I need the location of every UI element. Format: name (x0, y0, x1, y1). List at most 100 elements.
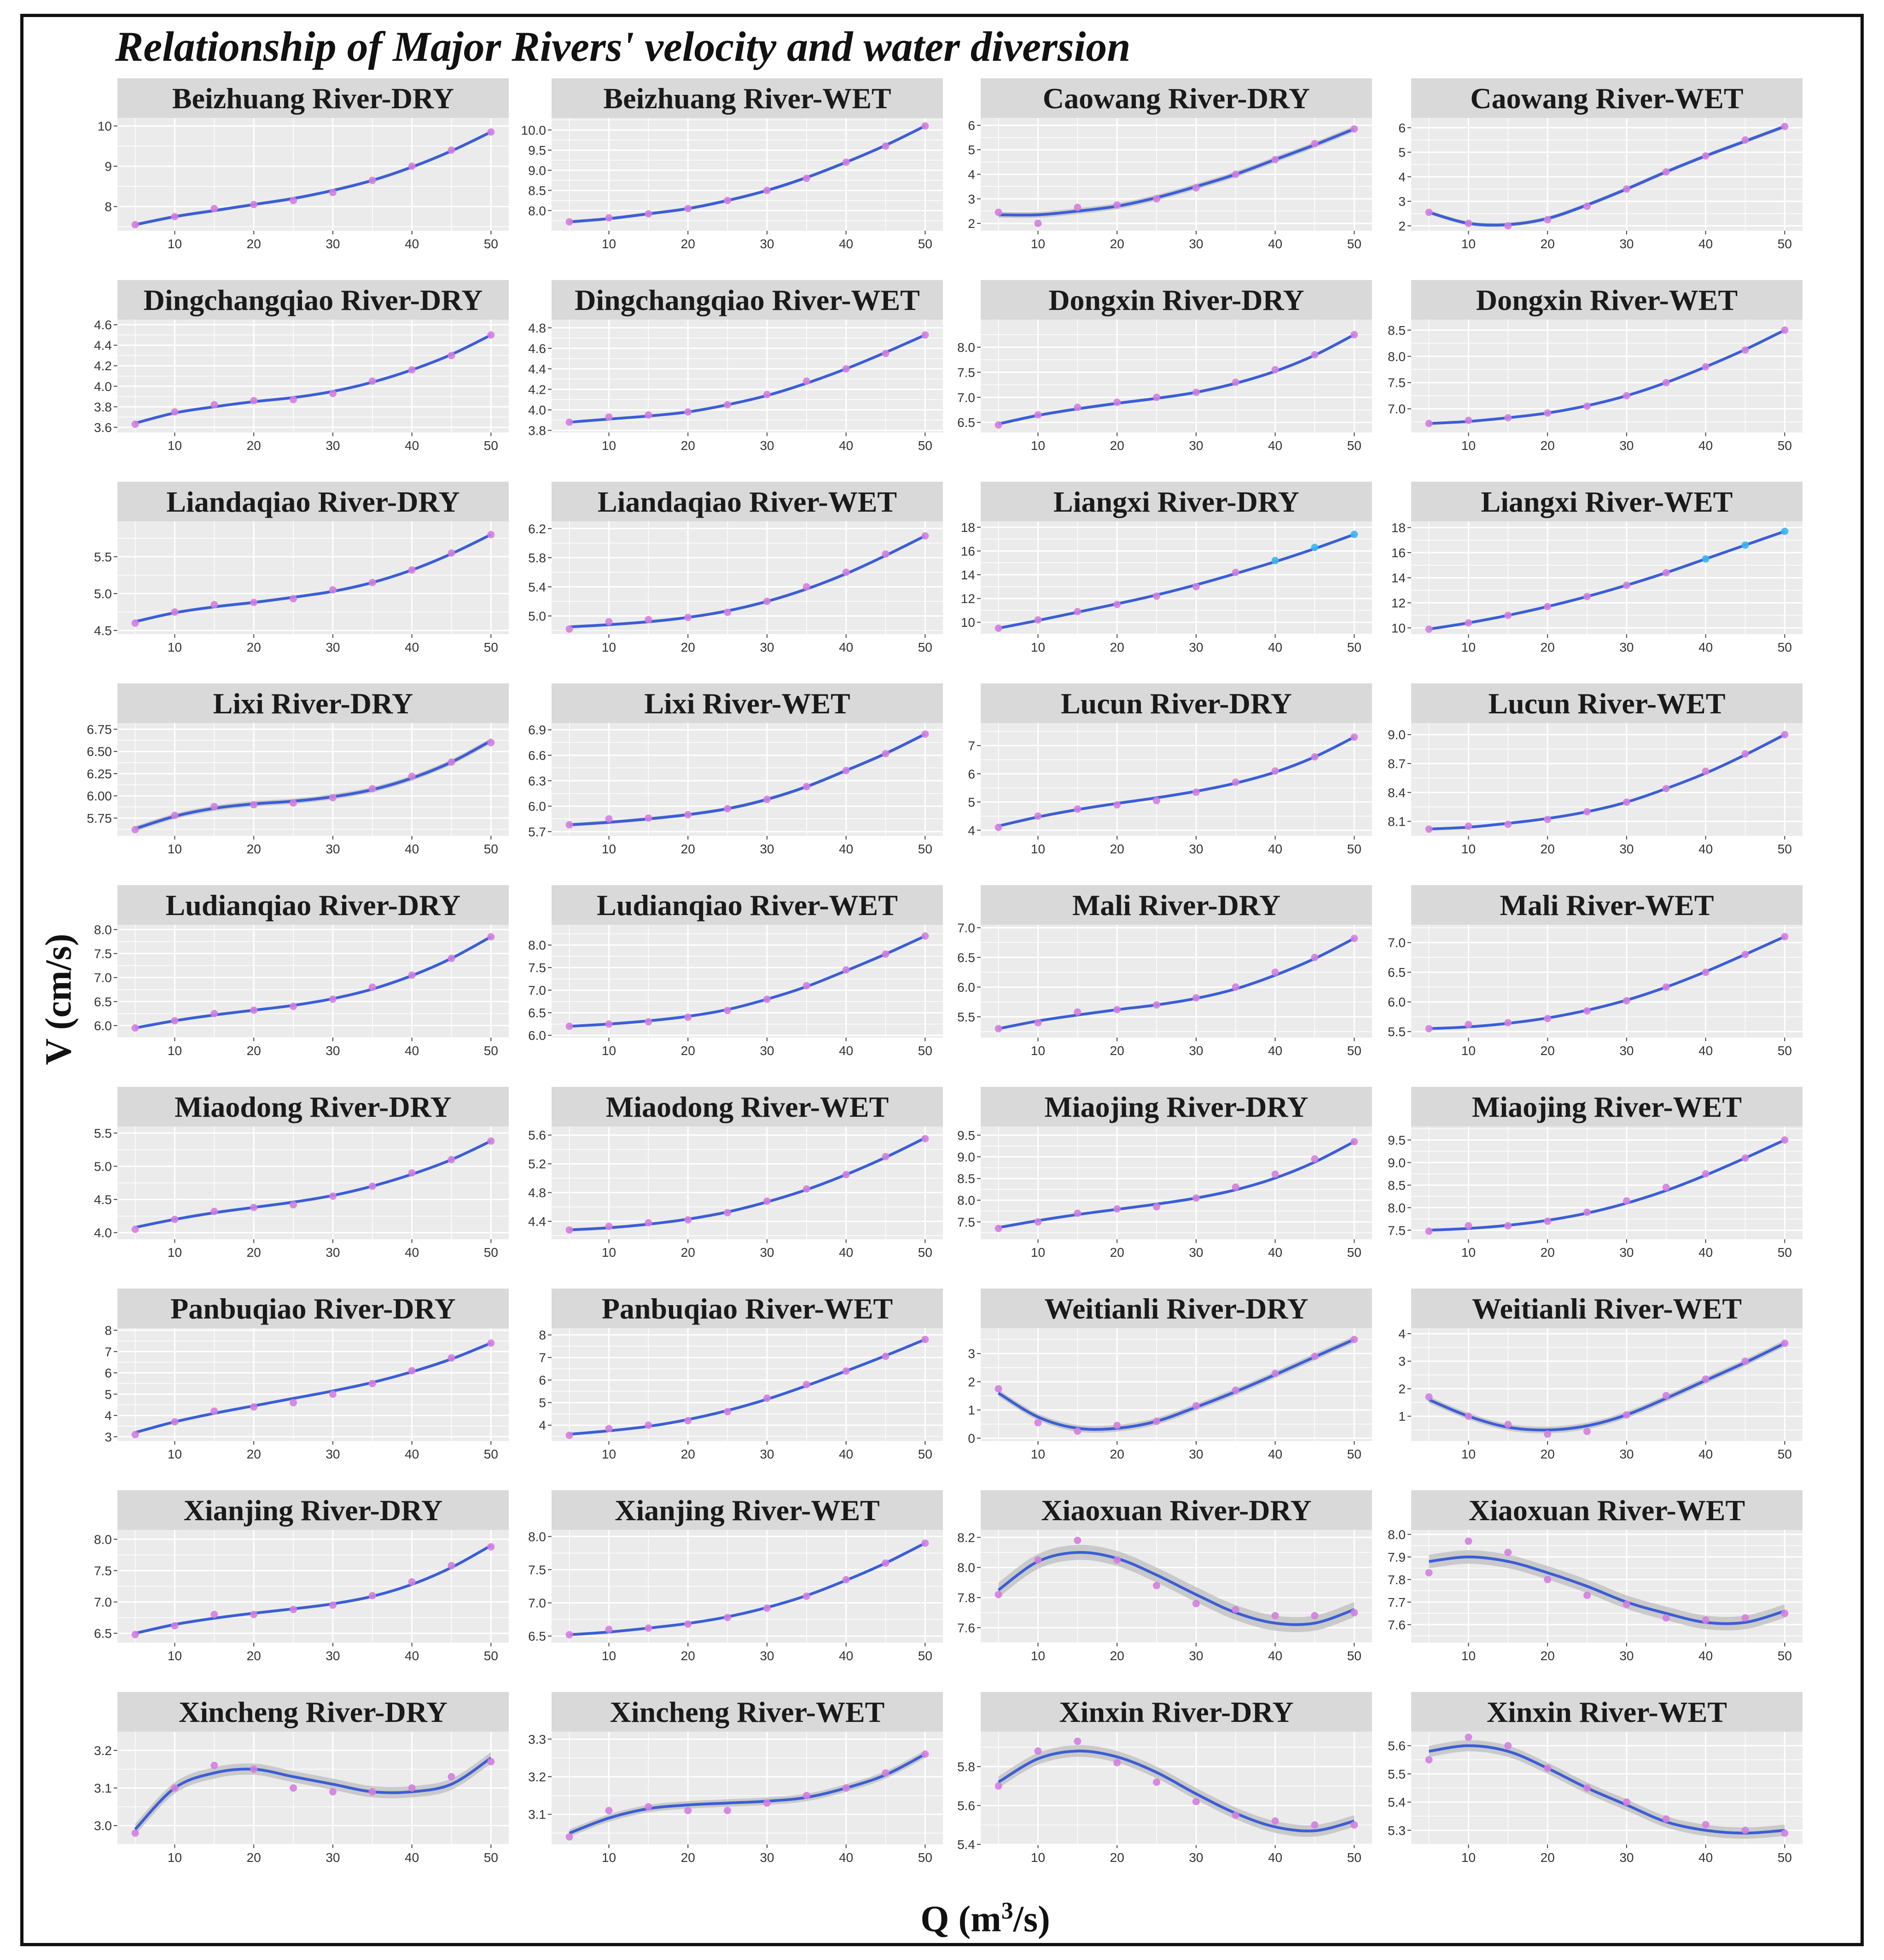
y-tick-label: 8.0 (957, 340, 975, 355)
data-point (210, 601, 218, 608)
data-point (171, 811, 179, 819)
panel-strip (1411, 78, 1803, 118)
data-point (1702, 1616, 1710, 1624)
data-point (1425, 825, 1433, 833)
y-tick-label: 7.9 (1388, 1550, 1406, 1564)
x-tick-label: 20 (247, 1044, 261, 1058)
data-point (1271, 968, 1279, 976)
panel-strip (117, 1490, 509, 1530)
data-point (1465, 619, 1472, 627)
x-tick-label: 40 (1698, 1649, 1713, 1663)
data-point (645, 814, 652, 822)
data-point (1113, 201, 1121, 209)
data-point (605, 1222, 613, 1230)
data-point (1622, 1600, 1630, 1608)
y-tick-label: 6.0 (528, 799, 546, 814)
data-point (882, 1559, 890, 1567)
panel-title: Dongxin River-WET (1476, 284, 1738, 316)
fit-line (569, 1137, 926, 1231)
data-point (171, 1784, 179, 1792)
y-tick-label: 6.5 (94, 995, 112, 1009)
data-point (1662, 168, 1670, 176)
confidence-band (998, 1545, 1355, 1633)
data-point (1113, 1006, 1121, 1014)
x-tick-label: 10 (602, 1447, 616, 1461)
data-point (1425, 1569, 1433, 1577)
fit-line (569, 733, 926, 827)
data-point (1232, 1386, 1239, 1394)
chart-panel-28: Weitianli River-WET 10 20 30 40 50 1 2 3 4 (1398, 1289, 1803, 1461)
panel-title: Liangxi River-DRY (1053, 485, 1299, 518)
data-point (842, 966, 850, 974)
y-tick-label: 2 (1398, 1382, 1406, 1396)
data-point (842, 365, 850, 373)
x-tick-label: 50 (1778, 438, 1792, 453)
x-tick-label: 30 (1189, 640, 1203, 654)
data-point (645, 1803, 652, 1811)
data-point (802, 1381, 810, 1388)
data-point (368, 1592, 376, 1599)
data-point (1583, 1428, 1591, 1435)
data-point (645, 210, 652, 218)
fit-line (1429, 1555, 1785, 1625)
data-point (1350, 531, 1358, 538)
y-tick-label: 4.0 (94, 379, 112, 394)
panel-strip (117, 1289, 509, 1328)
panel-title: Xinxin River-WET (1487, 1696, 1727, 1728)
fit-line (1429, 733, 1785, 831)
data-point (1504, 1019, 1512, 1027)
data-point (882, 1353, 890, 1360)
panel-strip (117, 683, 509, 723)
data-point (408, 971, 416, 979)
data-point (1781, 527, 1789, 535)
x-tick-label: 40 (839, 1649, 853, 1663)
chart-panel-16: Lucun River-WET 10 20 30 40 50 8.1 8.4 8.7 9.0 (1388, 683, 1803, 856)
x-tick-label: 10 (602, 1245, 616, 1260)
data-point (368, 1380, 376, 1388)
data-point (408, 1578, 416, 1586)
data-point (1271, 1817, 1279, 1825)
panel-title: Xiaoxuan River-WET (1469, 1494, 1745, 1527)
y-tick-label: 6.5 (1388, 965, 1406, 980)
x-tick-label: 50 (918, 1245, 932, 1260)
panel-strip (981, 1490, 1372, 1530)
chart-panel-29: Xianjing River-DRY 10 20 30 40 50 6.5 7.0 7.5 8.0 (94, 1490, 509, 1663)
y-tick-label: 7.8 (1388, 1573, 1406, 1587)
panel-title: Xianjing River-DRY (184, 1494, 442, 1527)
data-point (1622, 392, 1630, 400)
x-tick-label: 50 (484, 237, 498, 251)
chart-panel-14: Lixi River-WET 10 20 30 40 50 5.7 6.0 6.3 6.6 6.9 (528, 683, 943, 856)
data-point (1504, 612, 1512, 619)
data-point (1662, 1815, 1670, 1823)
data-point (605, 1020, 613, 1028)
x-tick-label: 30 (1189, 1649, 1203, 1663)
data-point (921, 122, 929, 130)
data-point (1544, 603, 1552, 611)
y-tick-label: 8.0 (94, 922, 112, 937)
data-point (1153, 1581, 1161, 1589)
x-tick-label: 50 (1347, 237, 1361, 251)
y-tick-label: 8.0 (528, 204, 546, 218)
data-point (1113, 801, 1121, 809)
data-point (1232, 1606, 1239, 1614)
data-point (1074, 1209, 1082, 1217)
data-point (1583, 808, 1591, 816)
panel-strip (552, 1087, 943, 1126)
panel-strip (552, 78, 943, 118)
data-point (329, 390, 337, 397)
data-point (1544, 1015, 1552, 1022)
y-tick-label: 6.6 (528, 748, 546, 763)
data-point (802, 377, 810, 385)
data-point (487, 1137, 495, 1145)
y-tick-label: 10 (98, 119, 112, 134)
y-tick-label: 4.8 (528, 321, 546, 335)
fit-line (1429, 935, 1785, 1030)
data-point (802, 583, 810, 591)
fit-line (998, 333, 1355, 426)
chart-panel-5: Dingchangqiao River-DRY 10 20 30 40 50 3.6 3.8 4… (94, 280, 509, 453)
fit-line (1428, 1342, 1785, 1432)
panel-title: Xinxin River-DRY (1059, 1696, 1293, 1728)
data-point (448, 549, 455, 557)
chart-panel-12: Liangxi River-WET 10 20 30 40 50 10 12 14 16 18 (1391, 482, 1803, 654)
chart-panel-8: Dongxin River-WET 10 20 30 40 50 7.0 7.5 8.0 8.5 (1388, 280, 1803, 453)
